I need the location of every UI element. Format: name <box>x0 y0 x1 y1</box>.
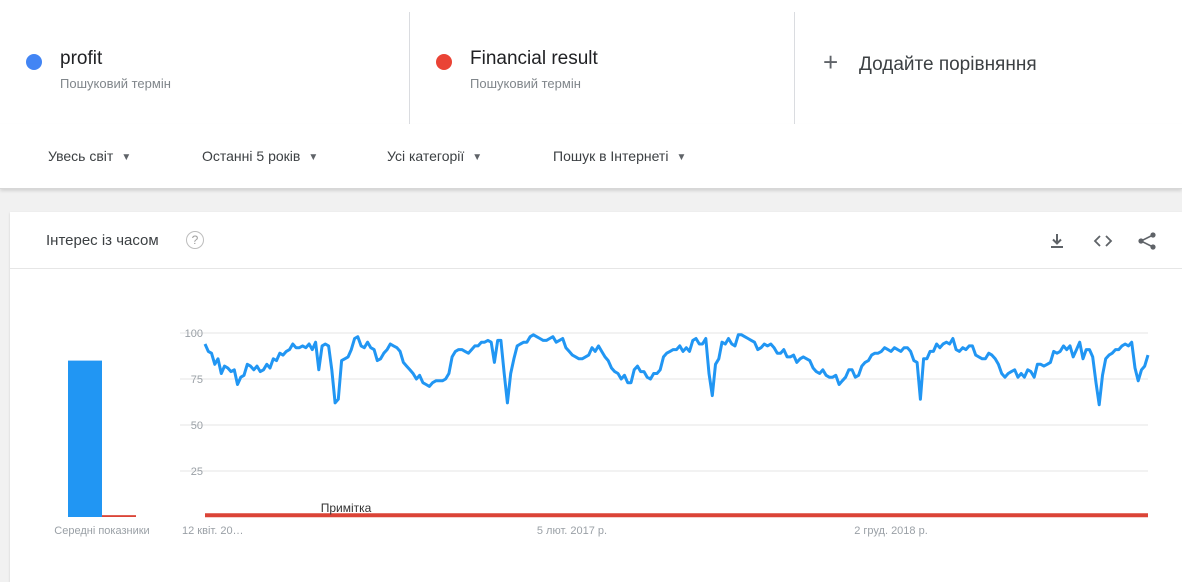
download-icon[interactable] <box>1046 230 1068 252</box>
search-term-type: Пошуковий термін <box>470 76 581 91</box>
time-range-dropdown-label: Останні 5 років <box>202 148 301 164</box>
series-color-dot-financial-result <box>436 54 452 70</box>
series-line-profit <box>203 333 1150 407</box>
y-tick-label: 100 <box>185 328 203 340</box>
average-bar-profit <box>68 360 102 517</box>
x-tick-label: 2 груд. 2018 р. <box>854 525 928 537</box>
interest-chart: 100 75 50 25 Середні показники Примітка 12 кві… <box>54 328 1150 537</box>
y-tick-label: 50 <box>191 420 203 432</box>
category-dropdown-label: Усі категорії <box>387 148 465 164</box>
search-term-type: Пошуковий термін <box>60 76 171 91</box>
category-dropdown[interactable]: Усі категорії ▼ <box>387 148 482 164</box>
divider <box>794 12 795 124</box>
series-color-dot-profit <box>26 54 42 70</box>
search-term-name: profit <box>60 48 103 69</box>
search-term-2[interactable]: Financial result Пошуковий термін <box>410 12 794 124</box>
compare-bar: profit Пошуковий термін Financial result… <box>0 0 1182 124</box>
search-type-dropdown-label: Пошук в Інтернеті <box>553 148 669 164</box>
caret-down-icon: ▼ <box>308 152 319 163</box>
add-comparison-label: Додайте порівняння <box>859 54 1037 75</box>
average-bar-financial-result <box>102 515 136 517</box>
y-tick-label: 25 <box>191 466 203 478</box>
region-dropdown-label: Увесь світ <box>48 148 114 164</box>
time-range-dropdown[interactable]: Останні 5 років ▼ <box>202 148 318 164</box>
annotation-label: Примітка <box>321 501 372 515</box>
caret-down-icon: ▼ <box>472 152 483 163</box>
card-header: Інтерес із часом ? <box>10 212 1182 269</box>
help-icon[interactable]: ? <box>186 231 204 249</box>
search-type-dropdown[interactable]: Пошук в Інтернеті ▼ <box>553 148 686 164</box>
x-tick-label: 12 квіт. 20… <box>182 525 244 537</box>
search-term-1[interactable]: profit Пошуковий термін <box>0 12 409 124</box>
add-comparison-button[interactable]: + Додайте порівняння <box>795 12 1182 124</box>
region-dropdown[interactable]: Увесь світ ▼ <box>48 148 131 164</box>
averages-label: Середні показники <box>54 525 149 537</box>
caret-down-icon: ▼ <box>676 152 687 163</box>
share-icon[interactable] <box>1136 230 1158 252</box>
card-title: Інтерес із часом <box>46 232 159 249</box>
divider <box>409 12 410 124</box>
plus-icon: + <box>823 47 839 77</box>
filter-bar: Увесь світ ▼ Останні 5 років ▼ Усі категор… <box>0 124 1182 189</box>
y-tick-label: 75 <box>191 374 203 386</box>
search-term-name: Financial result <box>470 48 598 69</box>
caret-down-icon: ▼ <box>121 152 132 163</box>
interest-over-time-card: Інтерес із часом ? 100 75 50 25 Середні пока… <box>10 212 1182 582</box>
embed-code-icon[interactable] <box>1092 230 1114 252</box>
x-tick-label: 5 лют. 2017 р. <box>537 525 607 537</box>
